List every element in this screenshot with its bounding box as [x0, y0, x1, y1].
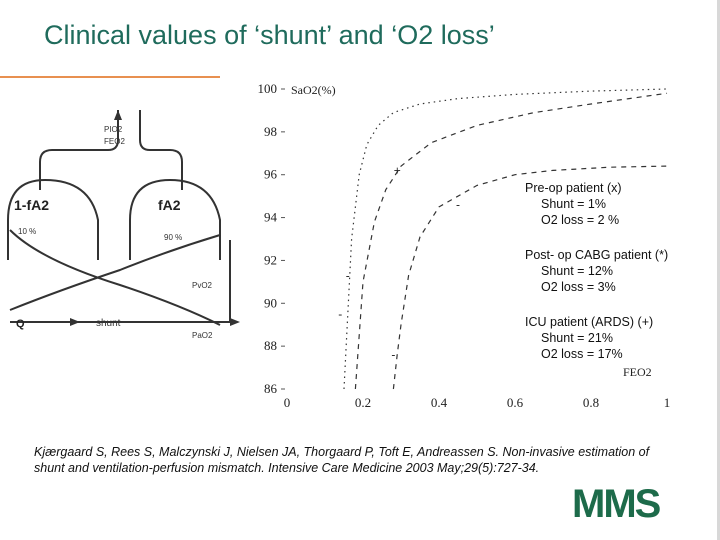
y-tick-label: 98 — [264, 124, 277, 139]
x-tick-label: 0.4 — [431, 395, 448, 410]
y-tick-label: 88 — [264, 338, 277, 353]
citation: Kjærgaard S, Rees S, Malczynski J, Niels… — [34, 445, 650, 475]
data-marker: - — [391, 348, 395, 362]
annotation-shunt: Shunt = 1% — [541, 197, 606, 211]
flow-label: Q — [16, 318, 25, 330]
cross-flow-b — [9, 234, 221, 311]
data-marker: - — [338, 307, 342, 321]
data-marker: - — [346, 268, 350, 282]
annotation-shunt: Shunt = 21% — [541, 331, 613, 345]
x-tick-label: 0.2 — [355, 395, 371, 410]
annotation-title: Post- op CABG patient (*) — [525, 248, 669, 262]
inlet-left-path — [39, 110, 119, 190]
x-axis-label: FEO2 — [623, 365, 652, 379]
annotation-preop: Pre-op patient (x) Shunt = 1% O2 loss = … — [525, 180, 715, 228]
y-tick-label: 92 — [264, 252, 277, 267]
x-tick-label: 1 — [664, 395, 671, 410]
slide-edge — [717, 0, 720, 540]
slide-title: Clinical values of ‘shunt’ and ‘O2 loss’ — [44, 20, 495, 50]
annotation-postop: Post- op CABG patient (*) Shunt = 12% O2… — [525, 247, 715, 295]
title-underline — [0, 76, 220, 78]
y-tick-label: 94 — [264, 210, 278, 225]
annotation-o2-loss: O2 loss = 17% — [541, 347, 623, 361]
annotation-o2-loss: O2 loss = 3% — [541, 280, 616, 294]
mms-logo: MMS — [572, 482, 661, 526]
curve-line — [392, 165, 668, 390]
saturation-chart: 86 88 90 92 94 96 98 100 0 0.2 0.4 0.6 0.8 1 + - - - - S… — [258, 81, 671, 410]
left-compartment-label: 1-fA2 — [14, 197, 49, 213]
y-tick-label: 86 — [264, 381, 278, 396]
compartment-diagram: PIO2 FEO2 1-fA2 fA2 10 % 90 % PvO2 PaO2 … — [7, 110, 240, 340]
x-tick-label: 0 — [284, 395, 291, 410]
y-axis: 86 88 90 92 94 96 98 100 — [258, 81, 285, 396]
left-compartment-outline — [7, 178, 99, 260]
inlet-right-path — [139, 110, 183, 190]
annotation-shunt: Shunt = 12% — [541, 264, 613, 278]
annotation-o2-loss: O2 loss = 2 % — [541, 213, 620, 227]
mixed-venous-label: PvO2 — [192, 281, 213, 290]
markers: + - - - - — [338, 163, 460, 361]
right-compartment-label: fA2 — [158, 197, 181, 213]
curve-line — [343, 88, 668, 390]
annotation-icu: ICU patient (ARDS) (+) Shunt = 21% O2 lo… — [525, 314, 715, 362]
y-tick-label: 96 — [264, 167, 278, 182]
left-percent-label: 10 % — [18, 227, 36, 236]
x-axis: 0 0.2 0.4 0.6 0.8 1 — [284, 395, 671, 410]
inlet-label-pio2: PIO2 — [104, 125, 123, 134]
y-tick-label: 90 — [264, 295, 277, 310]
data-marker: - — [456, 198, 460, 212]
inlet-label-feo2: FEO2 — [104, 137, 125, 146]
x-tick-label: 0.8 — [583, 395, 599, 410]
arrow-right-icon — [230, 318, 240, 326]
right-percent-label: 90 % — [164, 233, 182, 242]
arrow-up-icon — [114, 110, 122, 120]
shunt-label: shunt — [96, 318, 121, 329]
arterial-label: PaO2 — [192, 331, 213, 340]
annotation-title: Pre-op patient (x) — [525, 181, 622, 195]
right-compartment-outline — [129, 178, 221, 260]
arrow-right-icon — [70, 318, 80, 326]
cross-flow-a — [9, 229, 221, 326]
curves — [343, 88, 668, 390]
data-marker: + — [394, 163, 401, 177]
y-axis-label: SaO2(%) — [291, 83, 336, 97]
annotation-title: ICU patient (ARDS) (+) — [525, 315, 654, 329]
y-tick-label: 100 — [258, 81, 278, 96]
x-tick-label: 0.6 — [507, 395, 524, 410]
